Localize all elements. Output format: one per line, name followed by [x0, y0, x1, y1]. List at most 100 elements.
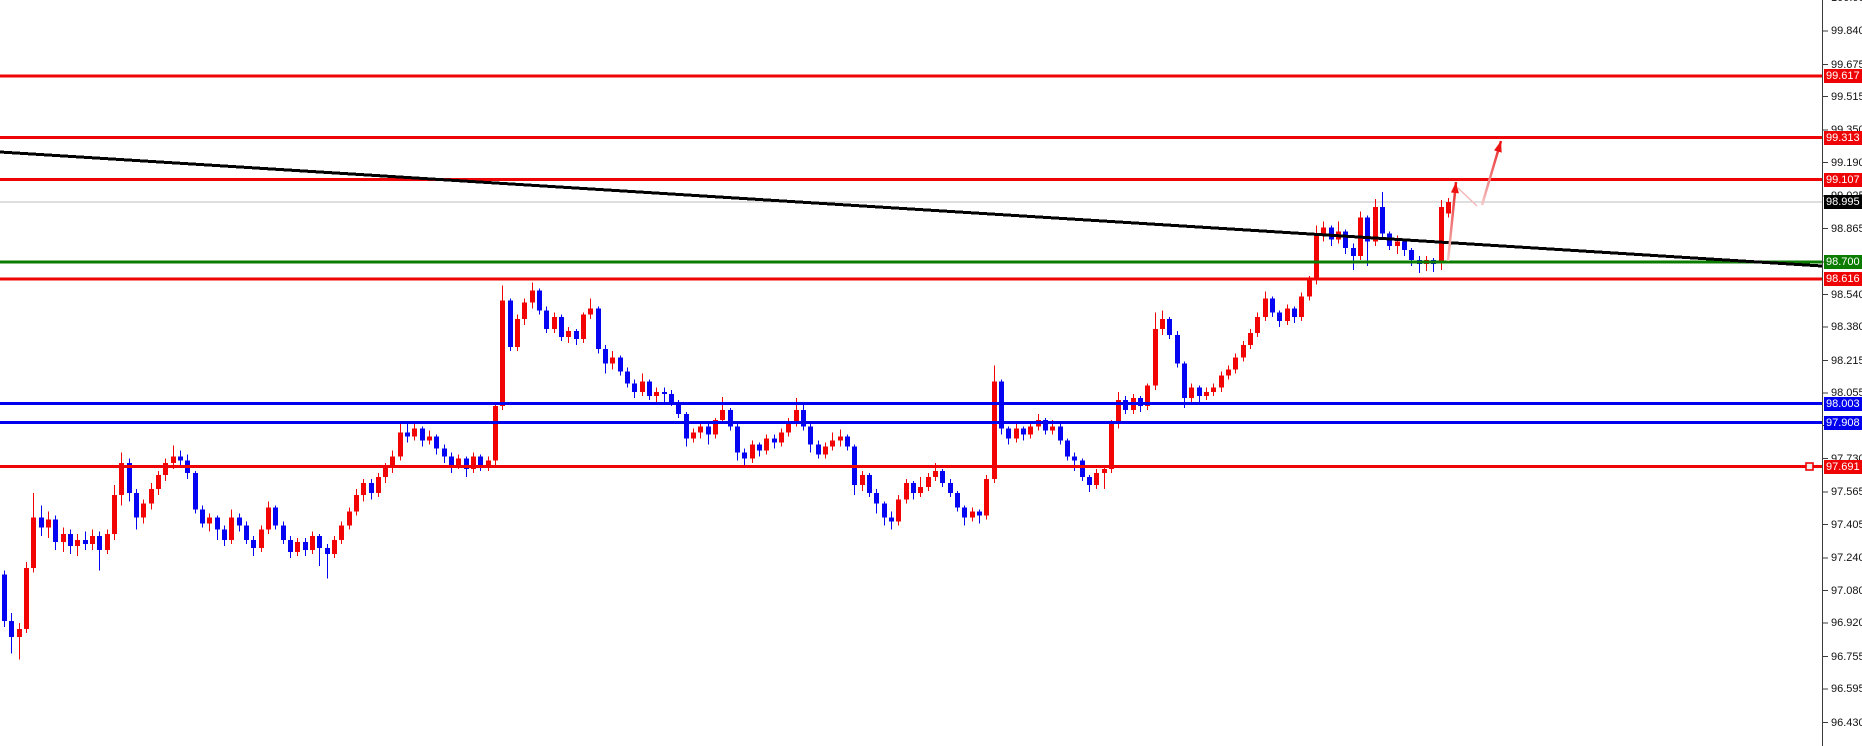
- candle: [97, 531, 102, 571]
- candle: [361, 479, 366, 502]
- trendline[interactable]: [0, 150, 1823, 268]
- candle: [1277, 310, 1282, 327]
- candles: [2, 192, 1451, 660]
- candle: [1270, 296, 1275, 317]
- candle: [970, 507, 975, 522]
- candle: [1197, 385, 1202, 402]
- candle: [390, 450, 395, 473]
- candle: [1292, 306, 1297, 323]
- candle: [647, 379, 652, 400]
- arrowhead-icon: [1450, 182, 1459, 194]
- candle: [955, 491, 960, 512]
- candle: [1094, 469, 1099, 489]
- candle: [486, 456, 491, 471]
- candle: [618, 355, 623, 376]
- candle: [838, 429, 843, 447]
- candle: [654, 387, 659, 402]
- candle: [537, 288, 542, 315]
- candle: [398, 424, 403, 461]
- candle: [9, 613, 14, 654]
- candle: [273, 505, 278, 530]
- candle: [1446, 198, 1451, 218]
- candle: [779, 428, 784, 447]
- arrowhead-icon: [1494, 141, 1502, 153]
- candle: [310, 531, 315, 554]
- candle: [1175, 331, 1180, 368]
- projection-segment: [1446, 181, 1458, 262]
- candle: [735, 424, 740, 461]
- candle: [1431, 258, 1436, 272]
- candle: [926, 473, 931, 491]
- candle: [61, 527, 66, 552]
- candle: [904, 479, 909, 504]
- candle: [39, 505, 44, 536]
- candle: [977, 509, 982, 524]
- candle: [566, 327, 571, 343]
- candle: [742, 448, 747, 466]
- candle: [1109, 420, 1114, 473]
- candle: [317, 534, 322, 566]
- candle: [127, 458, 132, 502]
- candle: [918, 477, 923, 497]
- candle: [90, 529, 95, 550]
- candle: [24, 562, 29, 633]
- candle: [75, 534, 80, 556]
- candle: [442, 444, 447, 463]
- candle: [434, 434, 439, 455]
- candle: [339, 521, 344, 544]
- candle: [772, 434, 777, 449]
- projection-segment: [1480, 140, 1503, 206]
- candle: [889, 511, 894, 530]
- candle: [632, 379, 637, 398]
- candle: [83, 531, 88, 550]
- candle: [354, 489, 359, 516]
- candle: [303, 538, 308, 556]
- candle: [1255, 312, 1260, 337]
- candle: [149, 483, 154, 510]
- candle: [229, 509, 234, 544]
- candle: [940, 469, 945, 487]
- candle: [500, 285, 505, 410]
- candle: [1160, 310, 1165, 335]
- candle: [17, 623, 22, 660]
- candle: [764, 434, 769, 455]
- candle: [750, 440, 755, 463]
- candle: [1321, 221, 1326, 242]
- candle: [522, 298, 527, 325]
- candle: [1182, 361, 1187, 408]
- candle: [1380, 192, 1385, 238]
- candle: [559, 314, 564, 341]
- candle: [1233, 353, 1238, 374]
- candle: [1145, 383, 1150, 410]
- candle: [193, 471, 198, 514]
- candle: [1211, 383, 1216, 396]
- candle: [1021, 426, 1026, 441]
- candle: [237, 513, 242, 532]
- candle: [588, 298, 593, 319]
- candle: [112, 485, 117, 540]
- candle: [1204, 387, 1209, 400]
- candle: [1285, 304, 1290, 325]
- candle: [757, 442, 762, 457]
- candle: [259, 525, 264, 552]
- candle: [325, 544, 330, 579]
- candle: [332, 536, 337, 558]
- candle: [896, 495, 901, 526]
- candle: [808, 424, 813, 453]
- candle: [1065, 438, 1070, 461]
- candle: [1189, 383, 1194, 404]
- candle: [141, 499, 146, 524]
- candle: [1226, 365, 1231, 380]
- candle: [420, 426, 425, 447]
- candle: [1365, 215, 1370, 266]
- candle: [552, 312, 557, 333]
- candle: [449, 452, 454, 473]
- candle: [698, 422, 703, 439]
- candle: [515, 314, 520, 351]
- candle: [215, 515, 220, 540]
- candle: [860, 471, 865, 491]
- level-drag-handle[interactable]: [1805, 462, 1814, 471]
- candle: [1102, 465, 1107, 489]
- candle: [281, 521, 286, 544]
